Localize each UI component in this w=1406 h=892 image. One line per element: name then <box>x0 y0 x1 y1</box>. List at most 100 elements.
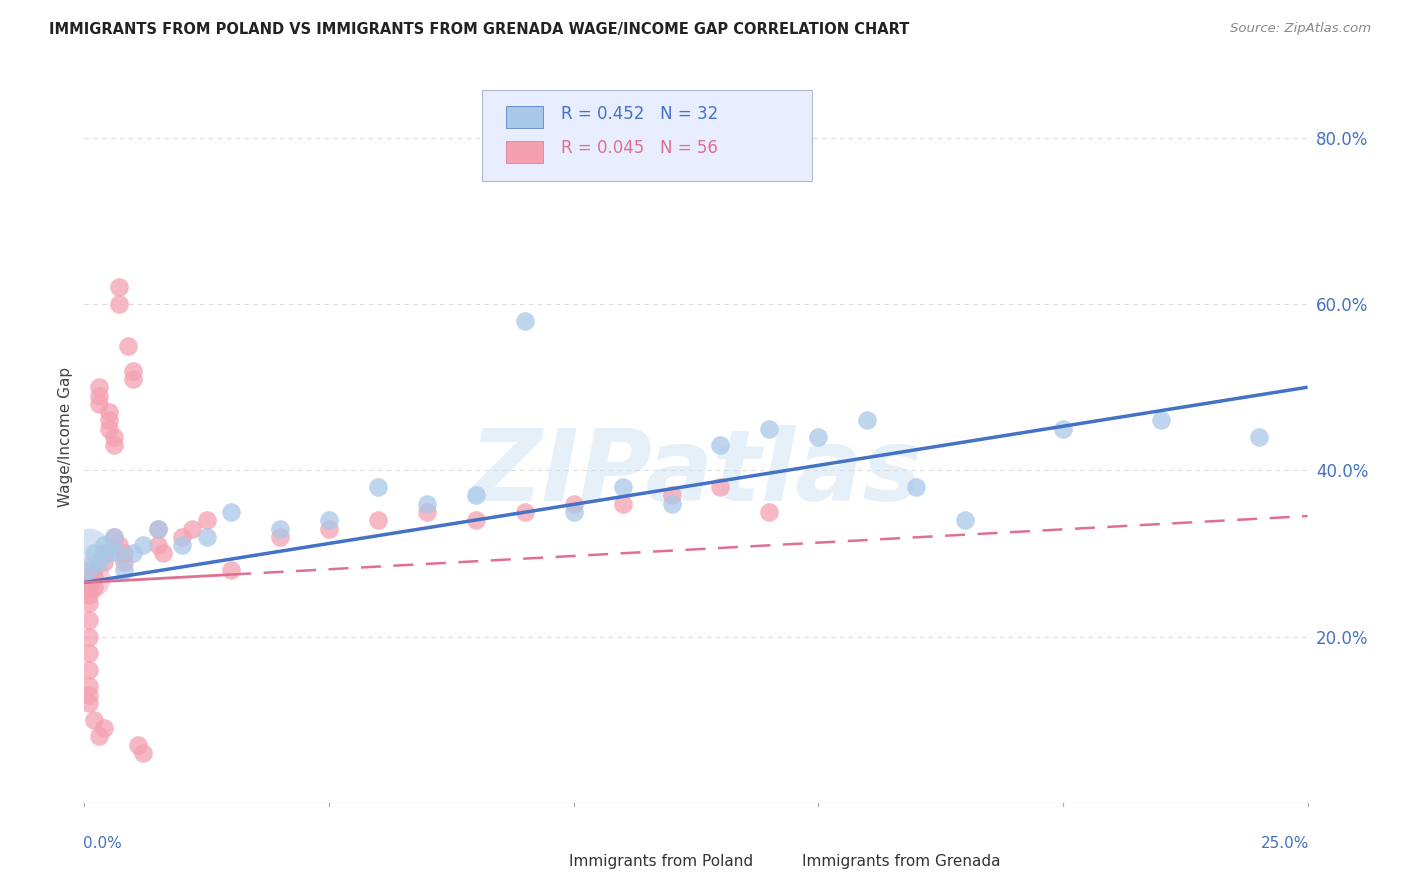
Point <box>562 505 585 519</box>
Point <box>513 314 536 328</box>
Point <box>513 505 536 519</box>
Point <box>97 405 120 419</box>
Point <box>77 613 100 627</box>
Text: IMMIGRANTS FROM POLAND VS IMMIGRANTS FROM GRENADA WAGE/INCOME GAP CORRELATION CH: IMMIGRANTS FROM POLAND VS IMMIGRANTS FRO… <box>49 22 910 37</box>
Point <box>77 571 100 585</box>
Point <box>146 538 169 552</box>
Point <box>464 488 486 502</box>
Point <box>146 521 169 535</box>
Point <box>77 663 100 677</box>
Point <box>87 729 110 743</box>
Point <box>112 546 135 560</box>
Point <box>77 630 100 644</box>
Point <box>93 538 115 552</box>
Point <box>269 521 291 535</box>
Point <box>87 397 110 411</box>
Point <box>103 530 125 544</box>
Point <box>87 380 110 394</box>
Point <box>612 480 634 494</box>
Point <box>318 521 340 535</box>
Point <box>464 513 486 527</box>
Point <box>107 538 129 552</box>
Point <box>83 713 105 727</box>
Text: Source: ZipAtlas.com: Source: ZipAtlas.com <box>1230 22 1371 36</box>
Point <box>77 696 100 710</box>
Point <box>93 555 115 569</box>
Point <box>112 555 135 569</box>
Point <box>107 297 129 311</box>
Point <box>709 480 731 494</box>
Point <box>416 505 439 519</box>
Point <box>83 571 105 585</box>
Point <box>77 563 100 577</box>
Point <box>758 505 780 519</box>
Y-axis label: Wage/Income Gap: Wage/Income Gap <box>58 367 73 508</box>
Text: R = 0.452   N = 32: R = 0.452 N = 32 <box>561 104 718 123</box>
Point <box>416 497 439 511</box>
Point <box>93 721 115 735</box>
Point <box>807 430 830 444</box>
Point <box>127 738 149 752</box>
Point <box>1052 422 1074 436</box>
Point <box>1150 413 1173 427</box>
Point <box>146 521 169 535</box>
Point <box>953 513 976 527</box>
Point <box>219 563 242 577</box>
Point <box>77 542 100 557</box>
Point <box>97 413 120 427</box>
Bar <box>537 846 567 862</box>
Point <box>77 571 100 585</box>
Point <box>83 563 105 577</box>
Point <box>1247 430 1270 444</box>
Point <box>77 646 100 660</box>
Point <box>172 530 194 544</box>
Point <box>87 555 110 569</box>
Point <box>181 521 204 535</box>
Point <box>132 746 155 760</box>
Point <box>107 546 129 560</box>
Point <box>612 497 634 511</box>
Point <box>107 280 129 294</box>
Text: Immigrants from Grenada: Immigrants from Grenada <box>801 854 1000 869</box>
Point <box>77 596 100 610</box>
Point <box>117 338 139 352</box>
Point <box>103 530 125 544</box>
Point <box>122 372 145 386</box>
Point <box>195 530 218 544</box>
Point <box>97 546 120 560</box>
Text: 0.0%: 0.0% <box>83 836 122 851</box>
Point <box>77 580 100 594</box>
Point <box>103 438 125 452</box>
Point <box>661 497 683 511</box>
Point <box>77 688 100 702</box>
Point <box>87 388 110 402</box>
Point <box>93 546 115 560</box>
Point <box>269 530 291 544</box>
Bar <box>506 106 543 128</box>
Point <box>195 513 218 527</box>
Point <box>709 438 731 452</box>
Point <box>318 513 340 527</box>
Bar <box>769 846 799 862</box>
Point <box>77 680 100 694</box>
Bar <box>506 141 543 163</box>
Point <box>661 488 683 502</box>
Point <box>905 480 928 494</box>
Point <box>132 538 155 552</box>
FancyBboxPatch shape <box>482 90 813 181</box>
Point <box>367 513 389 527</box>
Point <box>77 588 100 602</box>
Point <box>83 546 105 560</box>
Text: R = 0.045   N = 56: R = 0.045 N = 56 <box>561 139 718 157</box>
Point <box>112 563 135 577</box>
Point <box>562 497 585 511</box>
Point <box>103 430 125 444</box>
Point <box>758 422 780 436</box>
Text: Immigrants from Poland: Immigrants from Poland <box>569 854 754 869</box>
Point <box>83 580 105 594</box>
Point <box>172 538 194 552</box>
Point <box>219 505 242 519</box>
Point <box>152 546 174 560</box>
Point <box>367 480 389 494</box>
Point <box>97 422 120 436</box>
